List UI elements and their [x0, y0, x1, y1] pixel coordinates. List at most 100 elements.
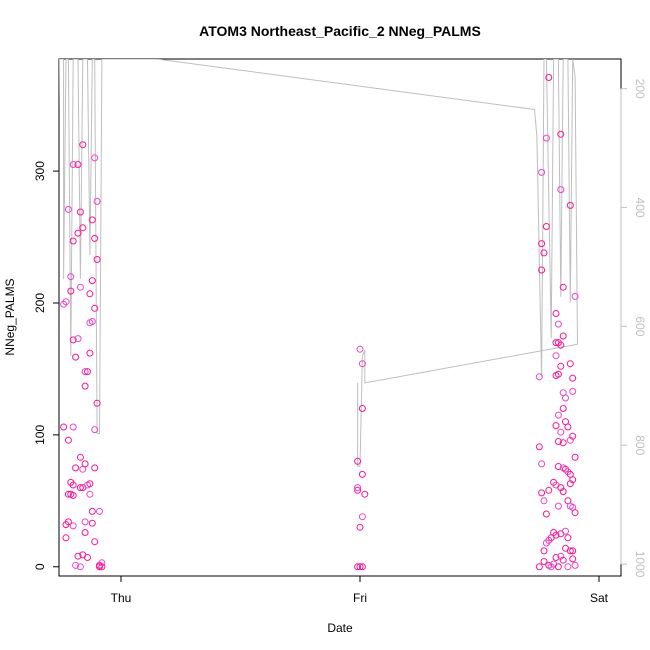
- data-point: [540, 547, 548, 555]
- data-point: [569, 547, 577, 555]
- data-point: [86, 490, 94, 498]
- data-point: [64, 205, 72, 213]
- data-point: [60, 423, 68, 431]
- data-point: [93, 399, 101, 407]
- data-point: [559, 405, 567, 412]
- right-tick-label: 600: [633, 316, 647, 336]
- data-point: [562, 527, 569, 535]
- data-point: [86, 290, 94, 298]
- data-point: [562, 394, 569, 402]
- data-point: [559, 488, 567, 496]
- data-point: [91, 538, 99, 546]
- data-point: [569, 387, 577, 395]
- data-point: [358, 513, 366, 521]
- data-point: [542, 223, 550, 230]
- data-point: [64, 490, 72, 498]
- data-point: [72, 561, 80, 569]
- data-point: [88, 507, 96, 515]
- data-point: [538, 240, 546, 248]
- data-point: [571, 292, 579, 300]
- data-point: [69, 423, 77, 431]
- data-point: [552, 422, 560, 430]
- data-point: [559, 439, 567, 447]
- data-point: [93, 256, 101, 263]
- data-point: [86, 349, 94, 357]
- data-point: [64, 436, 72, 444]
- data-point: [88, 277, 96, 285]
- data-point: [74, 161, 82, 168]
- data-point: [559, 283, 567, 291]
- data-point: [84, 368, 91, 376]
- y-axis: 0 100 200 300: [33, 161, 60, 570]
- data-point: [91, 304, 99, 312]
- data-point: [540, 497, 548, 505]
- x-axis-label: Date: [327, 621, 353, 635]
- right-axis: 200 400 600 800 1000: [620, 79, 647, 578]
- data-point: [554, 563, 562, 571]
- data-point: [76, 563, 84, 571]
- x-tick-label: Fri: [353, 591, 367, 605]
- data-point: [69, 481, 77, 489]
- data-point: [62, 534, 70, 542]
- depth-lines: [59, 59, 578, 467]
- data-point: [96, 507, 103, 515]
- data-point: [552, 352, 560, 360]
- data-point: [84, 554, 91, 561]
- data-point: [571, 453, 579, 461]
- data-point: [81, 529, 89, 536]
- data-point: [552, 310, 560, 317]
- data-point: [354, 486, 362, 494]
- data-point: [545, 74, 553, 81]
- data-point: [571, 561, 579, 569]
- depth-line-secondary: [357, 343, 578, 467]
- data-point: [88, 519, 96, 527]
- data-point: [74, 552, 82, 560]
- data-point: [69, 492, 77, 499]
- data-point: [81, 382, 89, 390]
- data-point: [358, 470, 366, 478]
- data-point: [354, 484, 362, 492]
- data-point: [552, 531, 560, 539]
- data-point: [535, 443, 543, 451]
- data-point: [79, 224, 87, 232]
- data-point: [538, 266, 546, 274]
- y-tick-label: 300: [33, 161, 47, 181]
- data-point: [542, 134, 550, 142]
- data-point: [571, 509, 579, 517]
- data-point: [559, 332, 567, 340]
- data-point: [69, 522, 77, 530]
- data-point: [69, 161, 77, 168]
- right-tick-label: 1000: [633, 551, 647, 578]
- data-point: [76, 484, 84, 492]
- data-point: [557, 186, 565, 194]
- data-point: [356, 563, 364, 571]
- data-points: [60, 74, 579, 571]
- data-point: [74, 335, 82, 343]
- right-tick-label: 200: [633, 79, 647, 99]
- data-point: [81, 460, 89, 468]
- data-point: [62, 298, 70, 306]
- data-point: [569, 555, 577, 563]
- data-point: [69, 336, 77, 344]
- data-point: [557, 428, 565, 436]
- data-point: [564, 534, 572, 542]
- data-point: [554, 320, 562, 328]
- data-point: [91, 464, 99, 472]
- data-point: [535, 563, 543, 571]
- data-point: [358, 405, 366, 412]
- data-point: [91, 154, 99, 162]
- data-point: [64, 518, 72, 526]
- data-point: [554, 370, 562, 378]
- data-point: [361, 490, 369, 498]
- data-point: [554, 438, 562, 445]
- data-point: [554, 411, 562, 419]
- data-point: [554, 463, 562, 470]
- data-point: [67, 287, 75, 295]
- data-point: [542, 510, 550, 518]
- data-point: [79, 141, 87, 149]
- data-point: [554, 502, 562, 510]
- data-point: [91, 426, 99, 434]
- data-point: [86, 480, 94, 488]
